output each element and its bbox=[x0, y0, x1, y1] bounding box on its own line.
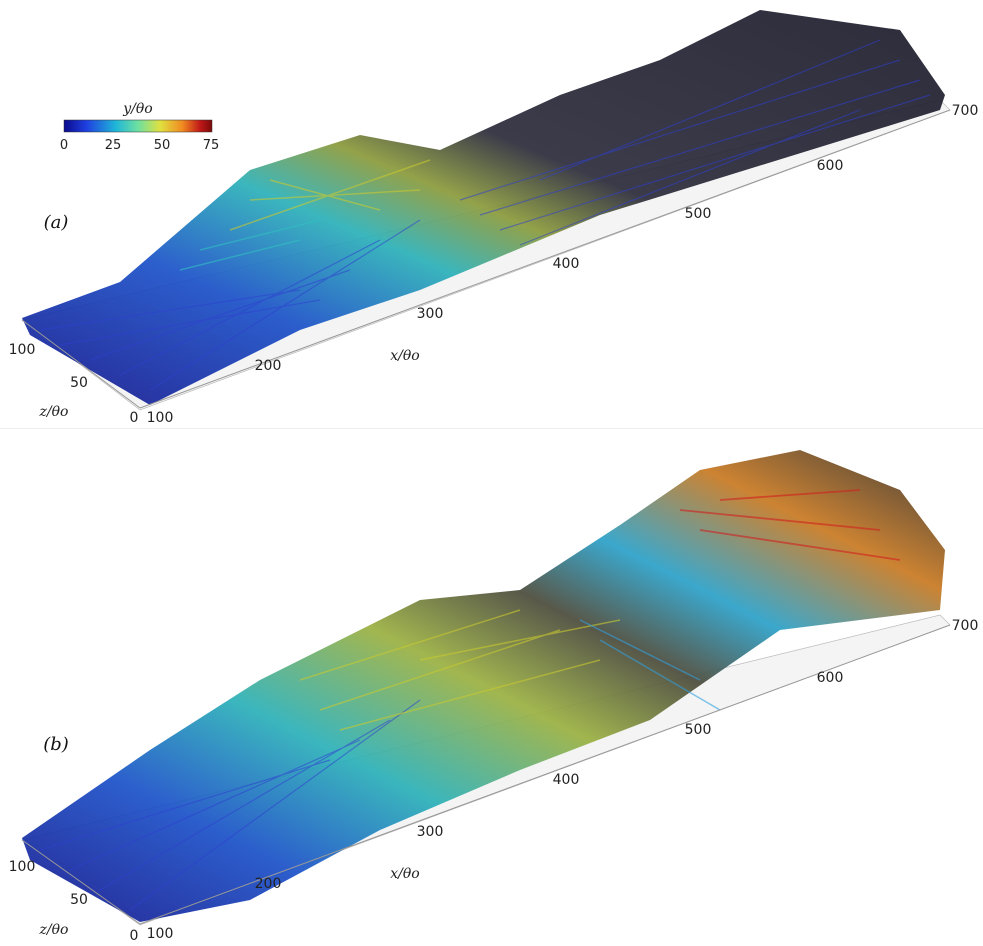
x-tick: 300 bbox=[417, 824, 444, 840]
x-tick: 700 bbox=[952, 103, 979, 119]
z-axis-line bbox=[21, 319, 141, 409]
x-tick: 400 bbox=[553, 256, 580, 272]
vortex-structures bbox=[22, 10, 945, 405]
x-tick: 600 bbox=[817, 670, 844, 686]
colorbar-label: y/θo bbox=[122, 101, 152, 117]
x-tick: 500 bbox=[685, 722, 712, 738]
z-tick: 50 bbox=[70, 375, 88, 391]
panel-label: (a) bbox=[44, 212, 69, 233]
z-tick: 0 bbox=[130, 928, 139, 944]
panel-b: 100 200 300 400 500 600 700 x/θo 0 50 10… bbox=[0, 430, 983, 946]
z-axis-line bbox=[21, 839, 141, 925]
panel-a: y/θo 0 25 50 75 100 200 300 400 500 600 … bbox=[0, 0, 983, 430]
colorbar-tick: 0 bbox=[60, 138, 68, 153]
x-tick: 100 bbox=[147, 926, 174, 942]
x-tick: 200 bbox=[255, 358, 282, 374]
panel-label: (b) bbox=[43, 734, 69, 755]
colorbar-tick: 25 bbox=[105, 138, 122, 153]
z-axis-label: z/θo bbox=[39, 922, 69, 938]
colorbar: y/θo 0 25 50 75 bbox=[60, 101, 219, 153]
panel-b-figure: 100 200 300 400 500 600 700 x/θo 0 50 10… bbox=[9, 450, 979, 944]
x-axis-line bbox=[139, 109, 951, 409]
z-tick: 100 bbox=[9, 342, 36, 358]
x-tick: 700 bbox=[952, 618, 979, 634]
x-tick: 400 bbox=[553, 772, 580, 788]
z-tick: 100 bbox=[9, 859, 36, 875]
x-tick: 100 bbox=[147, 410, 174, 426]
panel-a-figure: y/θo 0 25 50 75 100 200 300 400 500 600 … bbox=[9, 10, 979, 426]
x-tick: 300 bbox=[417, 306, 444, 322]
x-axis-line bbox=[139, 624, 951, 925]
vortex-structures bbox=[22, 450, 945, 922]
x-tick: 600 bbox=[817, 158, 844, 174]
x-tick: 200 bbox=[255, 876, 282, 892]
colorbar-tick: 75 bbox=[203, 138, 220, 153]
z-axis-label: z/θo bbox=[39, 404, 69, 420]
x-axis-label: x/θo bbox=[390, 866, 419, 882]
x-axis-label: x/θo bbox=[390, 348, 419, 364]
x-tick: 500 bbox=[685, 206, 712, 222]
colorbar-tick: 50 bbox=[154, 138, 171, 153]
panel-divider bbox=[0, 428, 983, 429]
z-tick: 50 bbox=[70, 892, 88, 908]
z-tick: 0 bbox=[130, 410, 139, 426]
